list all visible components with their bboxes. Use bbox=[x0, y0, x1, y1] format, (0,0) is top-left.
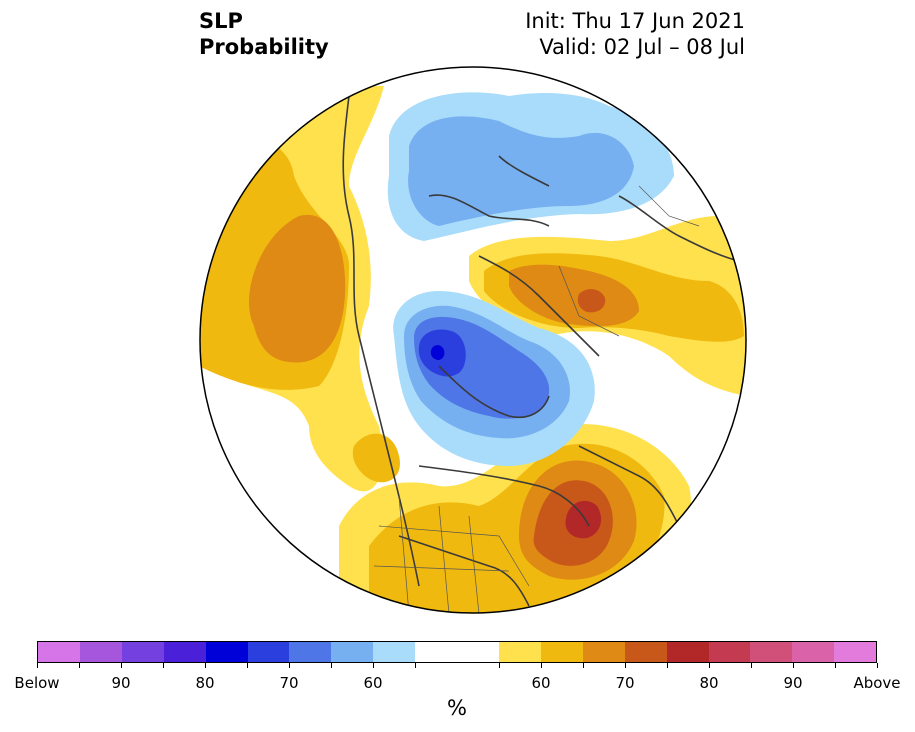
colorbar-segment bbox=[247, 642, 290, 662]
colorbar-segment bbox=[415, 642, 458, 662]
colorbar-tick-label: 90 bbox=[783, 674, 803, 692]
colorbar-segment bbox=[624, 642, 667, 662]
region-north-atlantic-high-core bbox=[565, 500, 602, 539]
colorbar-tick-label: 90 bbox=[111, 674, 131, 692]
colorbar-tick bbox=[246, 663, 248, 668]
colorbar-segment bbox=[457, 642, 499, 662]
colorbar-tick bbox=[666, 663, 668, 668]
map-title-dates: Init: Thu 17 Jun 2021 Valid: 02 Jul – 08… bbox=[525, 8, 745, 60]
colorbar-tick bbox=[708, 663, 710, 668]
colorbar-tick-label: 70 bbox=[615, 674, 635, 692]
colorbar-segment bbox=[750, 642, 793, 662]
colorbar-segment bbox=[582, 642, 625, 662]
colorbar-units: % bbox=[447, 696, 467, 720]
coastlines bbox=[342, 95, 740, 607]
colorbar-tick-label: 80 bbox=[699, 674, 719, 692]
region-northeast-pacific-core bbox=[249, 214, 346, 363]
region-siberia-east-asia-inner bbox=[509, 264, 639, 327]
region-siberia-east-asia-core bbox=[577, 289, 606, 313]
colorbar-tick bbox=[792, 663, 794, 668]
polar-map bbox=[199, 66, 747, 614]
colorbar-segment bbox=[373, 642, 416, 662]
colorbar-segment bbox=[38, 642, 80, 662]
political-borders bbox=[373, 185, 700, 613]
valid-range: Valid: 02 Jul – 08 Jul bbox=[539, 35, 745, 59]
colorbar-tick bbox=[876, 663, 878, 668]
globe-outline bbox=[199, 66, 747, 614]
colorbar-segment bbox=[289, 642, 332, 662]
region-western-north-america-tongue bbox=[352, 433, 400, 483]
variable-label: SLP bbox=[199, 9, 243, 33]
map-title-variable: SLP Probability bbox=[199, 8, 329, 60]
colorbar-tick-label: 80 bbox=[195, 674, 215, 692]
colorbar-tick-label: Below bbox=[14, 674, 60, 692]
colorbar-tick-label: Above bbox=[853, 674, 901, 692]
colorbar-tick bbox=[204, 663, 206, 668]
colorbar-tick bbox=[162, 663, 164, 668]
colorbar-tick bbox=[750, 663, 752, 668]
colorbar-segment bbox=[792, 642, 835, 662]
colorbar-tick bbox=[540, 663, 542, 668]
colorbar-segment bbox=[163, 642, 206, 662]
colorbar-tick bbox=[498, 663, 500, 668]
colorbar-segment bbox=[79, 642, 122, 662]
colorbar-segment bbox=[498, 642, 541, 662]
colorbar-tick-label: 60 bbox=[363, 674, 383, 692]
colorbar-tick bbox=[78, 663, 80, 668]
colorbar-tick bbox=[834, 663, 836, 668]
probability-colorbar bbox=[37, 641, 877, 663]
polar-map-svg bbox=[199, 66, 747, 614]
colorbar-tick bbox=[582, 663, 584, 668]
probability-label: Probability bbox=[199, 35, 329, 59]
colorbar-tick bbox=[288, 663, 290, 668]
colorbar-tick bbox=[624, 663, 626, 668]
colorbar-tick bbox=[36, 663, 38, 668]
colorbar-segment bbox=[708, 642, 751, 662]
colorbar-segment bbox=[540, 642, 583, 662]
colorbar-tick bbox=[414, 663, 416, 668]
colorbar-tick bbox=[330, 663, 332, 668]
colorbar-tick bbox=[372, 663, 374, 668]
colorbar-segment bbox=[666, 642, 709, 662]
init-date: Init: Thu 17 Jun 2021 bbox=[525, 9, 745, 33]
colorbar-tick-label: 60 bbox=[531, 674, 551, 692]
colorbar-segment bbox=[834, 642, 877, 662]
colorbar-tick bbox=[120, 663, 122, 668]
colorbar-segment bbox=[205, 642, 248, 662]
colorbar-segment bbox=[121, 642, 164, 662]
colorbar-tick-label: 70 bbox=[279, 674, 299, 692]
colorbar-segment bbox=[331, 642, 374, 662]
region-arctic-greenland-low-center bbox=[430, 345, 445, 360]
